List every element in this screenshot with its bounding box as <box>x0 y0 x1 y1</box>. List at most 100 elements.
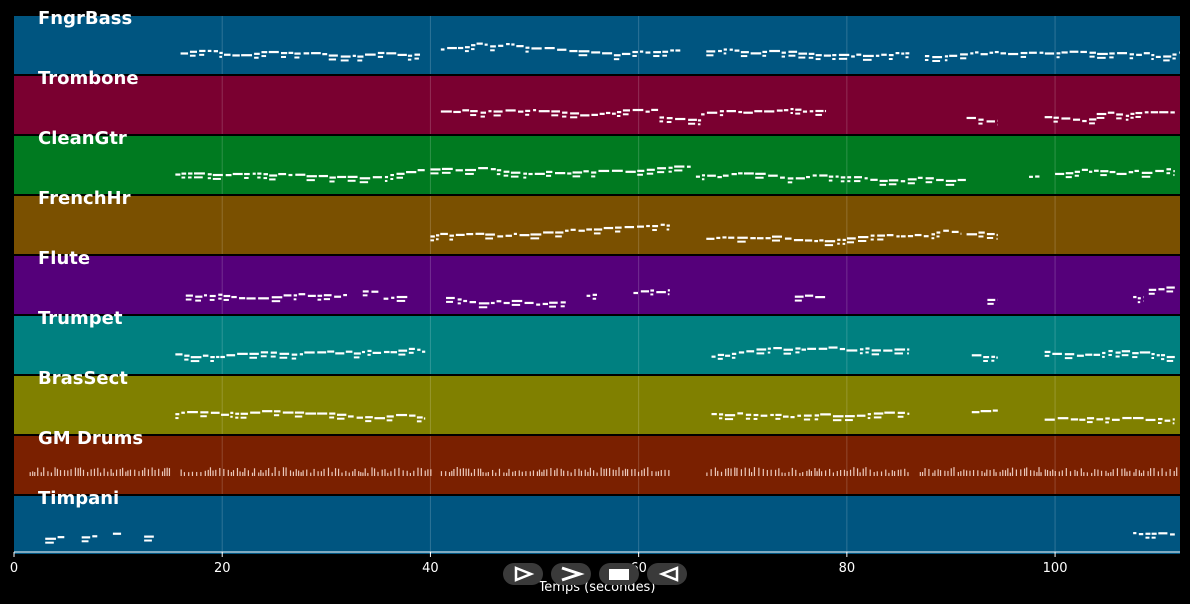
note <box>950 468 952 476</box>
note <box>584 469 586 476</box>
note <box>924 59 929 62</box>
note <box>554 470 556 476</box>
note <box>808 56 814 59</box>
note <box>960 232 962 235</box>
note <box>40 472 42 476</box>
track-lane <box>14 196 1180 254</box>
note <box>271 472 273 476</box>
note <box>119 469 121 476</box>
rewind-button[interactable] <box>647 563 687 585</box>
note <box>1158 288 1165 291</box>
note <box>1074 469 1076 476</box>
note <box>1137 301 1141 304</box>
note <box>1141 175 1151 178</box>
note <box>1105 417 1110 420</box>
note <box>859 352 863 355</box>
note <box>127 470 129 476</box>
note <box>591 113 598 116</box>
note <box>227 469 229 476</box>
note <box>202 354 209 357</box>
note <box>1155 55 1161 59</box>
note <box>491 469 494 476</box>
note <box>430 172 439 175</box>
note <box>605 111 611 115</box>
note <box>651 108 659 112</box>
note <box>384 179 388 182</box>
forward-button[interactable] <box>551 563 591 585</box>
note <box>877 238 884 241</box>
track-lanes: FngrBass Trombone CleanGtr FrenchHr Flute Tru… <box>14 8 1180 554</box>
note <box>883 349 893 352</box>
note <box>641 470 643 476</box>
note <box>900 180 906 183</box>
note <box>783 348 793 351</box>
note <box>675 49 681 52</box>
note <box>865 467 867 476</box>
note <box>311 52 321 55</box>
note <box>838 53 850 57</box>
note <box>572 175 581 178</box>
note <box>1097 469 1099 476</box>
note <box>753 413 759 417</box>
note <box>348 415 354 418</box>
note <box>281 51 288 55</box>
note <box>612 469 614 476</box>
note <box>141 470 144 476</box>
play-button[interactable] <box>503 563 543 585</box>
note <box>862 58 872 61</box>
note <box>989 470 991 476</box>
note <box>97 467 99 476</box>
note <box>593 228 603 231</box>
note <box>1044 469 1046 476</box>
note <box>473 469 476 476</box>
note <box>503 301 510 305</box>
note <box>166 467 168 476</box>
note <box>354 468 356 476</box>
note <box>423 417 426 420</box>
note <box>317 351 327 354</box>
note <box>897 411 905 414</box>
note <box>840 469 842 476</box>
note <box>1044 116 1053 119</box>
note <box>794 299 802 302</box>
note <box>383 297 389 300</box>
note <box>1094 469 1096 476</box>
track-label: Timpani <box>38 488 119 509</box>
note <box>717 353 725 357</box>
note <box>478 302 490 305</box>
note <box>485 233 495 236</box>
note <box>1023 468 1026 476</box>
note <box>615 226 622 229</box>
note <box>200 411 209 414</box>
note <box>755 176 764 179</box>
note <box>795 108 802 111</box>
note <box>1089 170 1093 173</box>
note <box>554 172 566 175</box>
note <box>675 117 686 121</box>
note <box>32 471 34 476</box>
note <box>770 413 774 417</box>
note <box>231 295 237 299</box>
note <box>744 467 746 476</box>
note <box>743 172 754 175</box>
note <box>462 109 470 112</box>
note <box>274 467 276 476</box>
note <box>1173 174 1175 177</box>
note <box>767 347 771 350</box>
note <box>112 532 122 535</box>
note <box>337 468 340 476</box>
note <box>966 470 968 476</box>
note <box>756 348 767 351</box>
note <box>1089 55 1095 58</box>
note <box>184 354 190 357</box>
note <box>240 412 248 415</box>
note <box>1133 416 1144 420</box>
note <box>1115 355 1120 358</box>
stop-button[interactable] <box>599 563 639 585</box>
note <box>398 353 406 356</box>
note <box>265 470 267 476</box>
note <box>187 411 198 414</box>
note <box>70 469 72 476</box>
note <box>814 468 816 476</box>
note <box>583 170 589 173</box>
